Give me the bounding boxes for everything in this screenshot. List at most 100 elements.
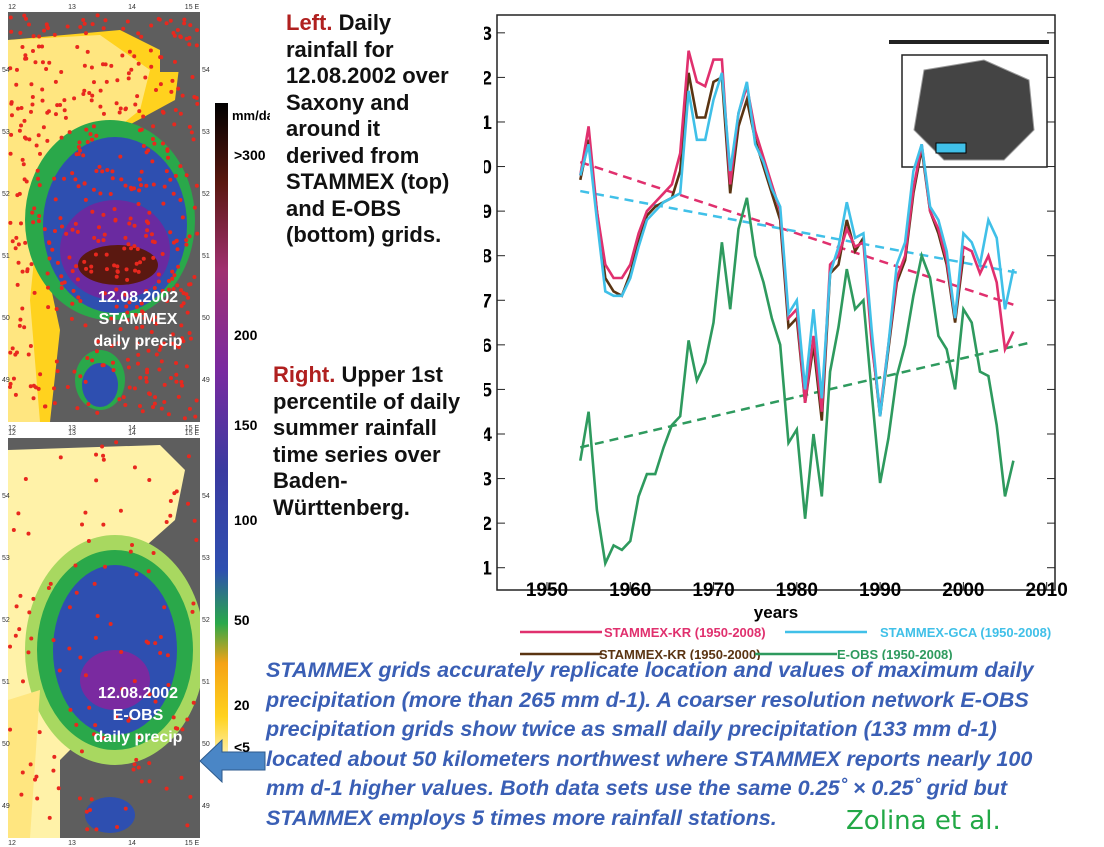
station [22, 135, 27, 140]
station [128, 549, 133, 554]
station [125, 357, 130, 362]
station [174, 372, 179, 377]
text: Saxony and [286, 89, 410, 115]
station [65, 24, 70, 29]
station [42, 404, 47, 409]
station [91, 732, 96, 737]
text: around it [286, 116, 381, 141]
map-label: daily precip [94, 729, 183, 746]
station [10, 239, 15, 244]
station [14, 350, 19, 355]
station [28, 384, 33, 389]
map-label: STAMMEX [99, 311, 178, 328]
station [92, 581, 97, 586]
station [82, 259, 87, 264]
station [18, 30, 23, 35]
station [145, 370, 150, 375]
station [190, 609, 195, 614]
station [165, 148, 170, 153]
station [134, 305, 139, 310]
station [8, 350, 13, 355]
station [114, 274, 119, 279]
station [40, 98, 45, 103]
station [184, 364, 189, 369]
trend-line [580, 189, 1022, 275]
station [173, 108, 178, 113]
station [15, 193, 20, 198]
station [85, 355, 90, 360]
station [141, 144, 146, 149]
station [187, 124, 192, 129]
station [170, 276, 175, 281]
station [123, 806, 128, 811]
station [180, 336, 185, 341]
station [150, 159, 155, 164]
text-line: around it [286, 116, 449, 143]
station [195, 28, 200, 33]
lat-tick-label: 51 [202, 253, 210, 260]
station [145, 228, 150, 233]
station [90, 209, 95, 214]
station [136, 31, 141, 36]
station [101, 457, 106, 462]
station [162, 382, 167, 387]
station [135, 94, 140, 99]
station [23, 477, 28, 482]
station [104, 79, 109, 84]
station [26, 650, 31, 655]
station [119, 177, 124, 182]
station [13, 633, 18, 638]
station [31, 596, 36, 601]
lead: Left. [286, 10, 333, 35]
station [114, 287, 119, 292]
lon-tick-label: 14 [128, 4, 136, 11]
station [114, 304, 119, 309]
lat-tick-label: 51 [202, 679, 210, 686]
lat-tick-label: 50 [202, 741, 210, 748]
station [121, 395, 126, 400]
station [135, 341, 140, 346]
station [45, 138, 50, 143]
station [78, 655, 83, 660]
station [156, 16, 161, 21]
station [103, 18, 108, 23]
lat-tick-label: 49 [202, 803, 210, 810]
station [37, 730, 42, 735]
text: Daily [338, 10, 392, 35]
station [158, 344, 163, 349]
station [149, 330, 154, 335]
station [20, 679, 25, 684]
station [77, 140, 82, 145]
station [171, 191, 176, 196]
lat-tick-label: 52 [2, 617, 10, 624]
station [40, 44, 45, 49]
y-tick-label: 32 [484, 68, 492, 89]
station [122, 246, 127, 251]
station [138, 375, 143, 380]
station [181, 301, 186, 306]
station [151, 405, 156, 410]
station [101, 111, 106, 116]
station [72, 96, 77, 101]
station [45, 271, 50, 276]
station [140, 324, 145, 329]
station [144, 233, 149, 238]
station [160, 288, 165, 293]
station [114, 440, 119, 445]
station [100, 444, 105, 449]
station [69, 316, 74, 321]
station [17, 627, 22, 632]
station [174, 379, 179, 384]
caption: STAMMEX grids accurately replicate locat… [266, 655, 1034, 832]
station [83, 379, 88, 384]
station [184, 36, 189, 41]
station [90, 93, 95, 98]
station [91, 187, 96, 192]
station [51, 638, 56, 643]
station [187, 406, 192, 411]
station [74, 722, 79, 727]
station [179, 323, 184, 328]
station [55, 260, 60, 265]
map-top [8, 12, 200, 422]
